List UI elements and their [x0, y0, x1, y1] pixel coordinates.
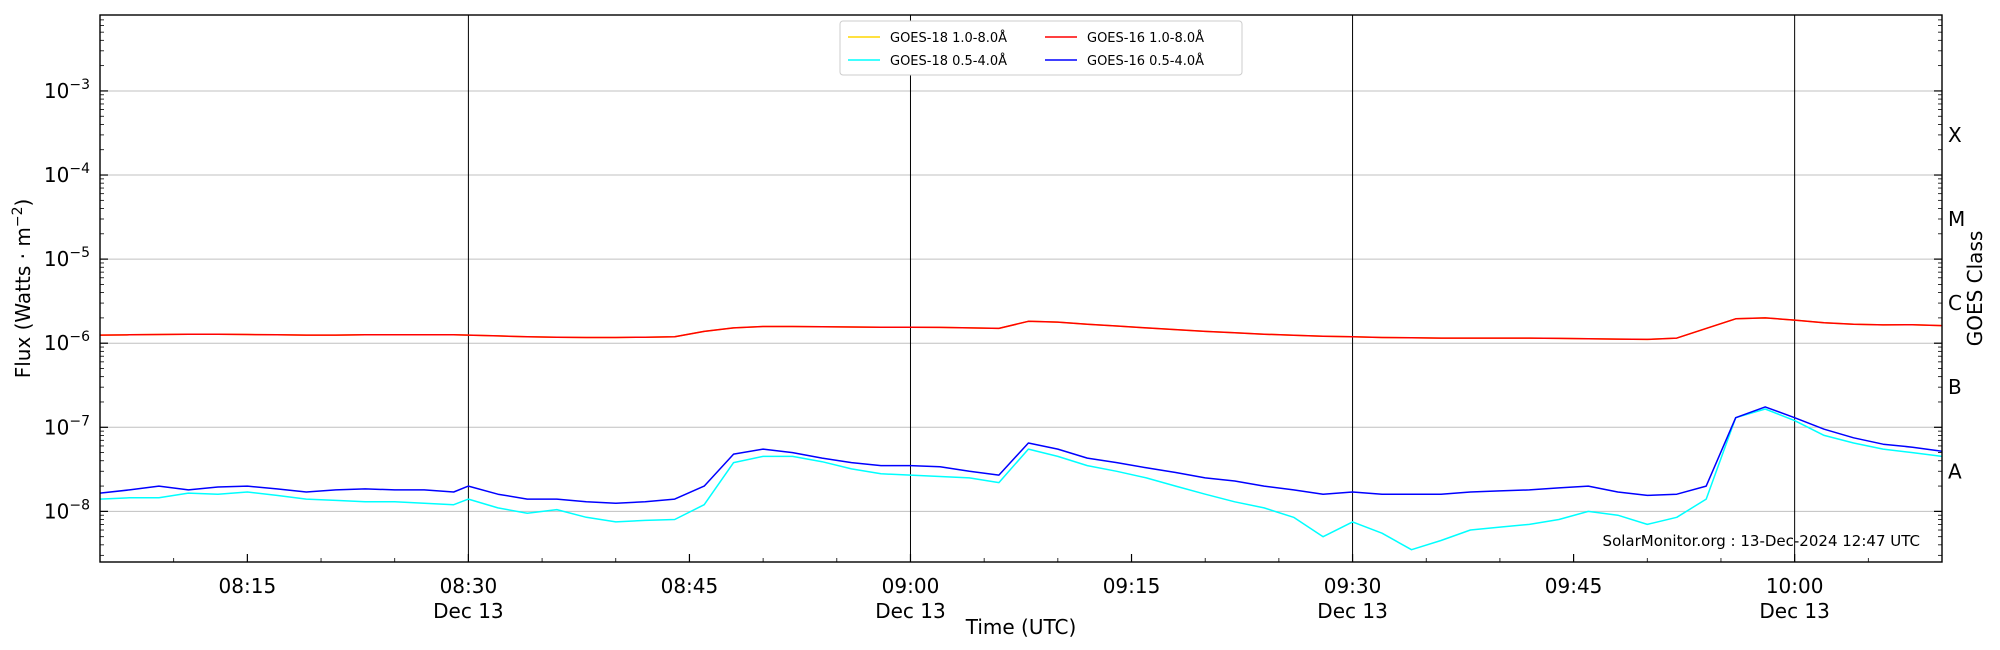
x-tick-label: 10:00 [1766, 574, 1824, 598]
goes-class-tick-label: X [1948, 123, 1962, 147]
y-tick-label: 10−5 [44, 245, 90, 271]
series-line [99, 317, 1943, 341]
x-tick-date-label: Dec 13 [875, 599, 946, 623]
x-tick-label: 08:45 [661, 574, 719, 598]
legend-label: GOES-18 1.0-8.0Å [890, 30, 1007, 46]
x-tick-date-label: Dec 13 [1317, 599, 1388, 623]
x-tick-date-label: Dec 13 [433, 599, 504, 623]
legend: GOES-18 1.0-8.0Å GOES-18 0.5-4.0Å GOES-16 … [839, 20, 1243, 76]
goes-class-axis: A B C M X [1948, 123, 1965, 483]
x-tick-label: 09:45 [1545, 574, 1603, 598]
y-tick-label: 10−8 [44, 497, 90, 523]
y-axis-ticks: 10−8 10−7 10−6 10−5 10−4 10−3 [44, 19, 1942, 556]
x-tick-label: 08:15 [219, 574, 277, 598]
x-tick-label: 08:30 [440, 574, 498, 598]
series-line [99, 406, 1943, 504]
series-line [99, 408, 1943, 551]
goes-class-label: GOES Class [1963, 231, 1987, 347]
y-tick-label: 10−7 [44, 413, 90, 439]
legend-label: GOES-16 0.5-4.0Å [1087, 53, 1204, 69]
series-line [99, 317, 1943, 341]
x-tick-label: 09:30 [1324, 574, 1382, 598]
legend-label: GOES-16 1.0-8.0Å [1087, 30, 1204, 46]
goes-class-tick-label: A [1948, 459, 1962, 483]
y-axis-label: Flux (Watts · m−2) [10, 199, 35, 379]
legend-label: GOES-18 0.5-4.0Å [890, 53, 1007, 69]
goes-class-tick-label: B [1948, 375, 1962, 399]
legend-box [839, 20, 1243, 76]
x-tick-label: 09:15 [1103, 574, 1161, 598]
x-axis-label: Time (UTC) [965, 615, 1077, 639]
y-tick-label: 10−6 [44, 329, 90, 355]
plot-frame [99, 14, 1943, 563]
y-tick-label: 10−3 [44, 77, 90, 103]
data-series [99, 317, 1943, 551]
vertical-time-lines [467, 15, 1796, 562]
grid-lines [100, 90, 1942, 512]
x-tick-label: 09:00 [882, 574, 940, 598]
y-tick-label: 10−4 [44, 161, 90, 187]
goes-class-tick-label: C [1948, 291, 1962, 315]
goes-class-tick-label: M [1948, 207, 1965, 231]
x-tick-date-label: Dec 13 [1759, 599, 1830, 623]
credit-annotation: SolarMonitor.org : 13-Dec-2024 12:47 UTC [1603, 532, 1920, 550]
